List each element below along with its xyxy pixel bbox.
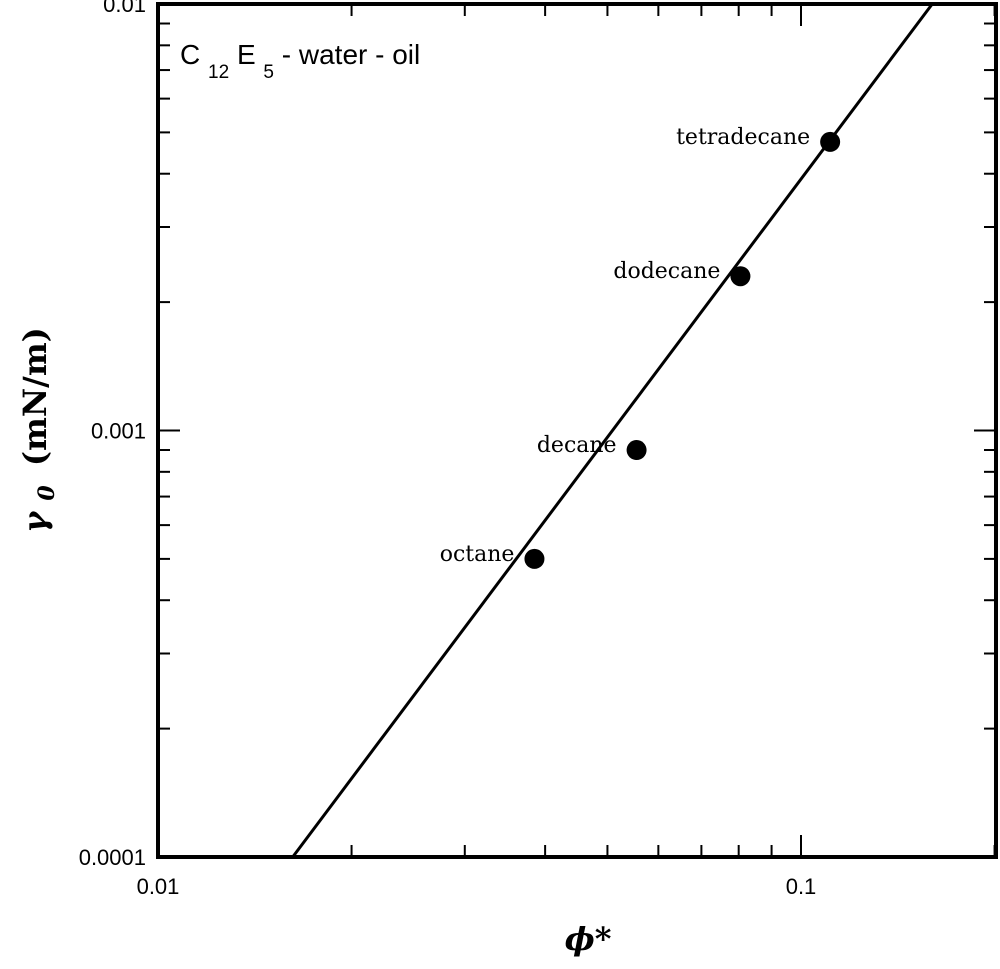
y-axis-title: γ 0 (mN/m) <box>16 327 62 533</box>
data-point <box>730 266 751 287</box>
point-label: decane <box>537 433 617 458</box>
annotation-e-subscript: 5 <box>263 62 274 83</box>
y-tick-label: 0.0001 <box>79 845 146 870</box>
point-labels: octane decane dodecane tetradecane <box>440 125 810 567</box>
y-axis-subscript: 0 <box>34 485 60 501</box>
data-point <box>524 548 545 569</box>
x-axis-title: ϕ* <box>565 920 612 958</box>
y-tick-label: 0.01 <box>103 0 146 17</box>
plot-frame <box>156 2 998 859</box>
x-tick-label: 0.01 <box>137 874 180 899</box>
point-label: dodecane <box>613 259 720 284</box>
tick-labels: 0.01 0.1 0.0001 0.001 0.01 <box>79 0 817 899</box>
y-tick-label: 0.001 <box>91 419 146 444</box>
annotation-c-subscript: 12 <box>208 62 229 83</box>
data-point <box>626 440 647 461</box>
data-points <box>524 131 841 569</box>
annotation-c: C <box>180 39 200 70</box>
data-point <box>820 131 841 152</box>
point-label: octane <box>440 542 515 567</box>
point-label: tetradecane <box>676 125 810 150</box>
chart-annotation: C 12 E 5 - water - oil <box>180 39 420 84</box>
annotation-rest: - water - oil <box>282 39 420 70</box>
axis-ticks <box>157 4 996 858</box>
annotation-e: E <box>237 39 256 70</box>
x-tick-label: 0.1 <box>786 874 817 899</box>
fit-line-group <box>291 3 934 858</box>
y-axis-units: (mN/m) <box>16 327 54 466</box>
y-axis-symbol: γ <box>16 510 54 533</box>
fit-line <box>291 3 934 858</box>
